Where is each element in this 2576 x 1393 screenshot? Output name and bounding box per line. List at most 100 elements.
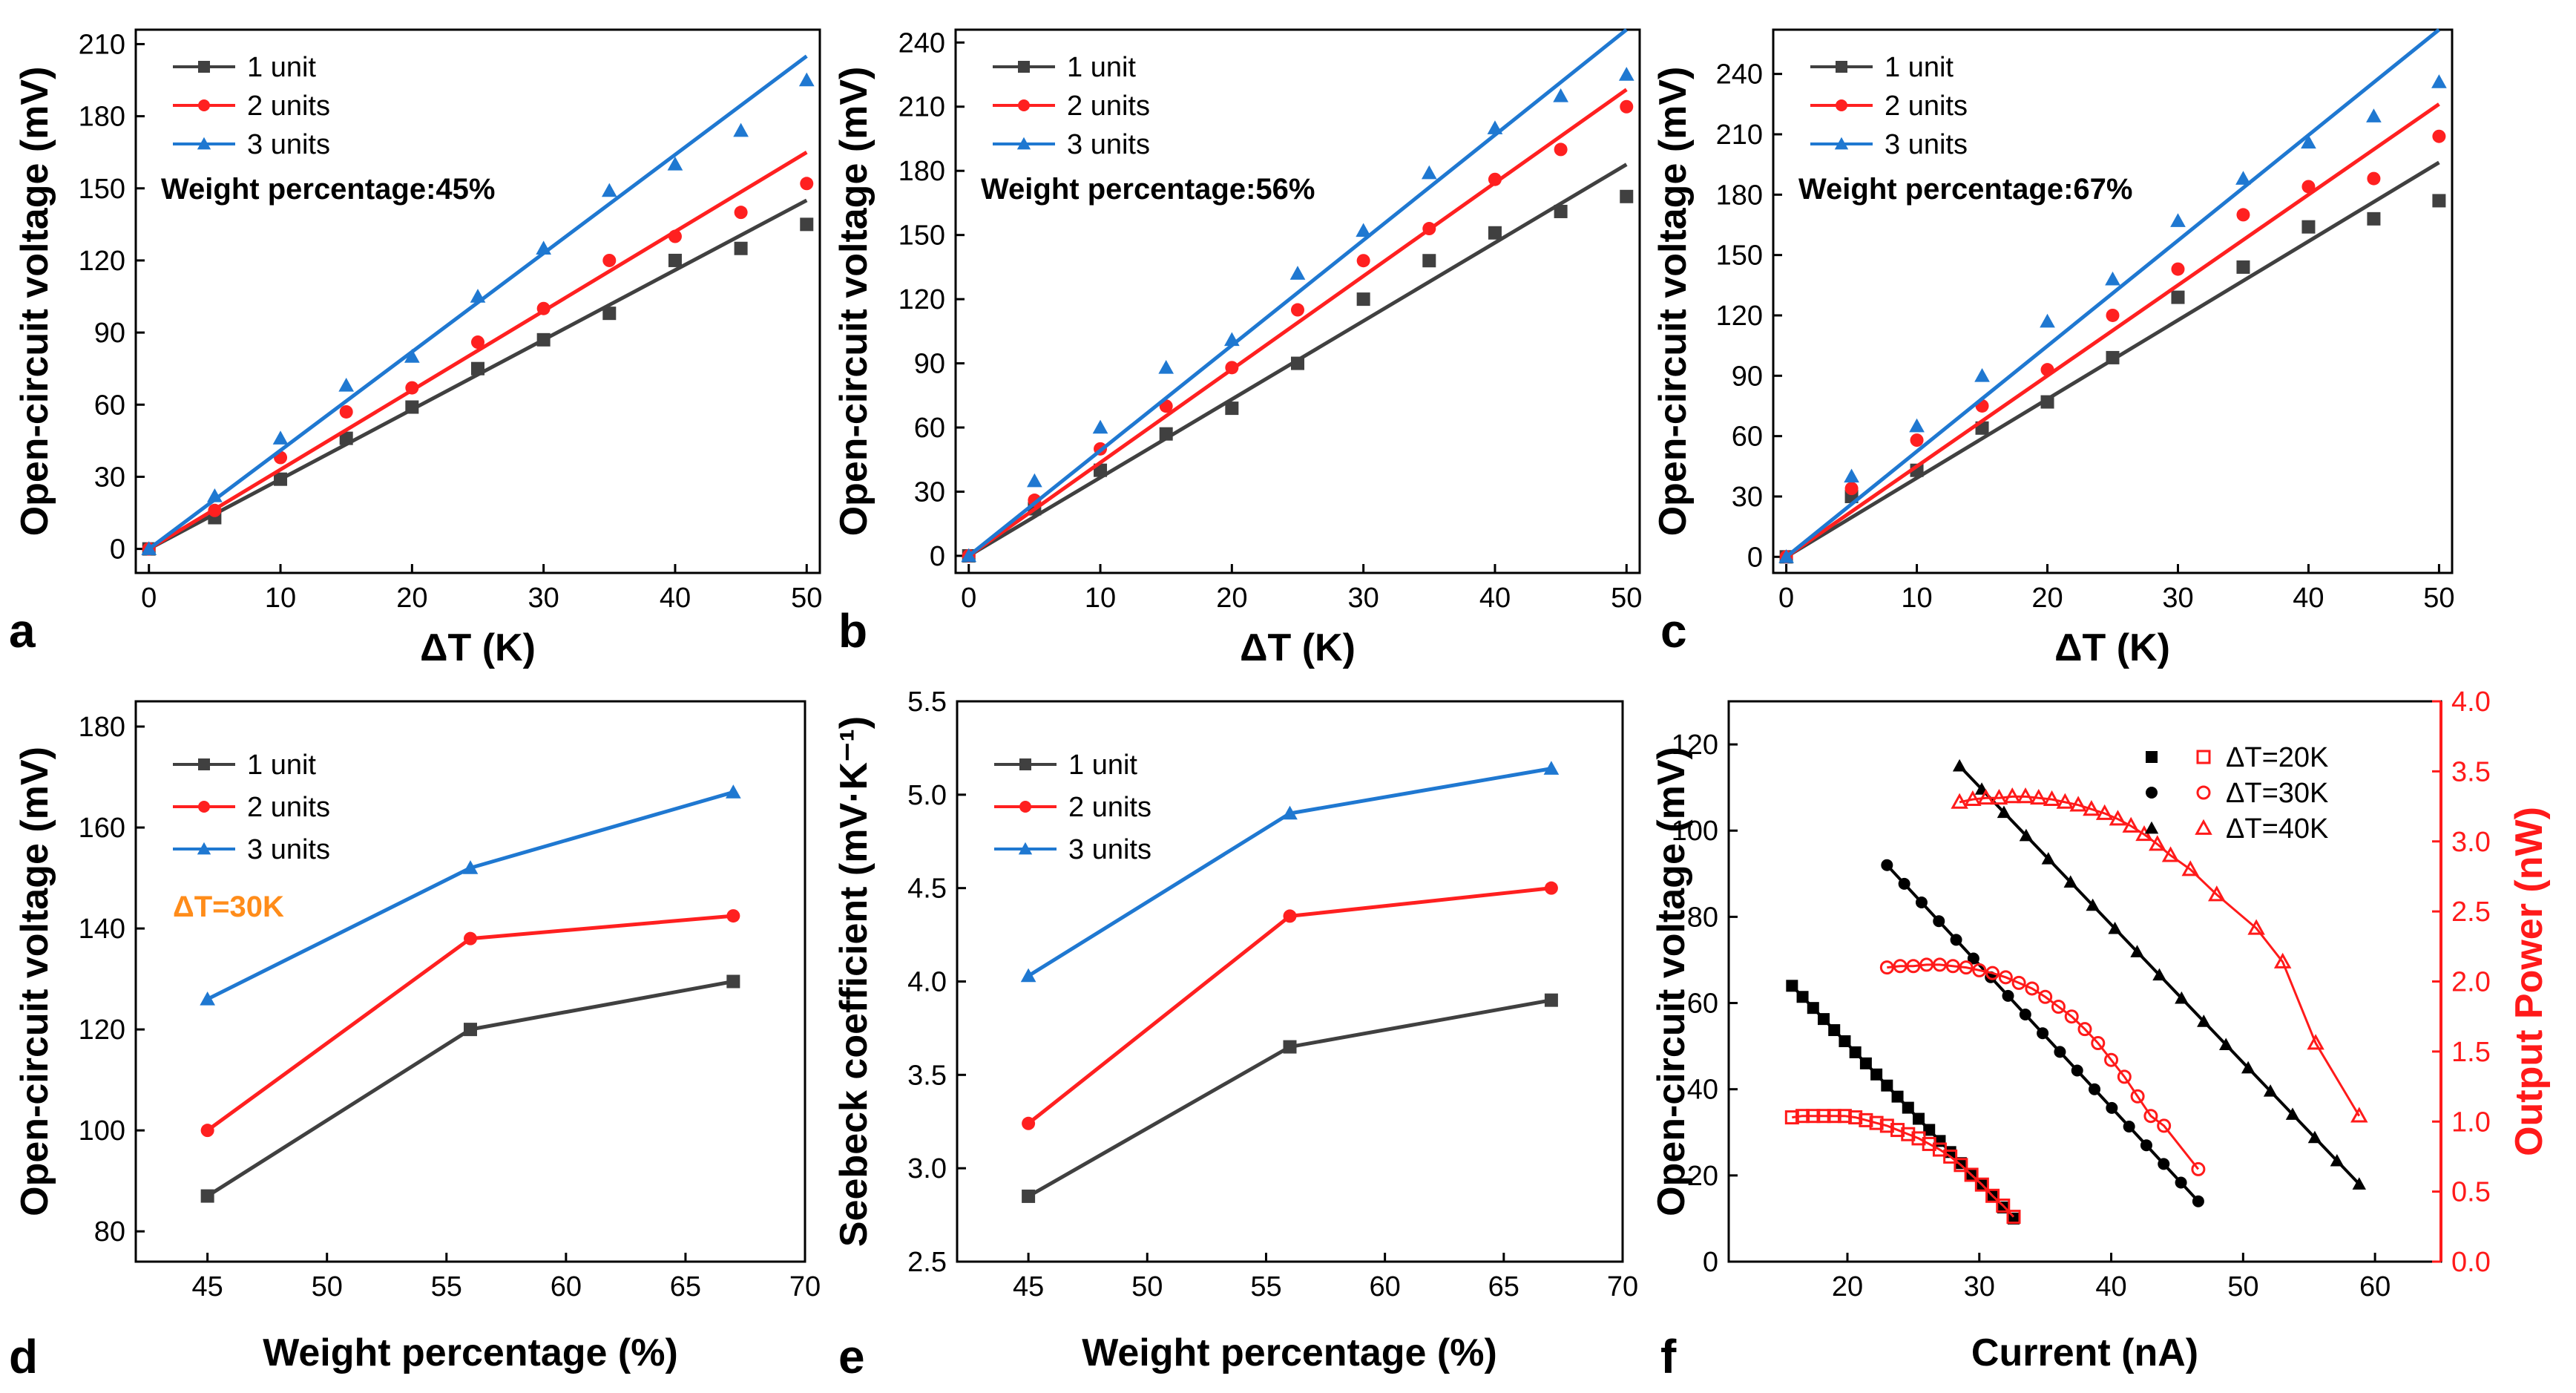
power-point (2056, 793, 2074, 809)
power-point (1954, 1158, 1968, 1173)
y-tick-label: 60 (94, 390, 125, 421)
data-point (1223, 332, 1240, 347)
panel-f: 20 30 40 50 60 0 20 40 60 80 100 120 Current (nA) Ope… (1650, 686, 2551, 1383)
data-point (339, 404, 353, 419)
data-point (2105, 271, 2120, 286)
data-point (2171, 262, 2185, 276)
voltage-point (2330, 1153, 2345, 1167)
data-point (1225, 361, 1239, 375)
power-point (2208, 885, 2226, 902)
power-point (1879, 960, 1894, 975)
x-tick-label: 65 (670, 1271, 701, 1302)
fit-line (967, 28, 1628, 557)
plot-frame (134, 28, 821, 574)
right-tick-label: 1.5 (2451, 1037, 2491, 1068)
legend-label: 3 units (1885, 129, 1968, 160)
voltage-point (2071, 1064, 2083, 1077)
legend-label: 2 units (1068, 792, 1151, 823)
data-point (1158, 359, 1174, 374)
data-point (1356, 223, 1372, 237)
panel-letter: c (1660, 604, 1687, 658)
power-point (1816, 1109, 1831, 1124)
power-point (1998, 970, 2013, 985)
power-point (2350, 1107, 2368, 1123)
fit-line (1785, 102, 2440, 559)
x-tick-label: 30 (528, 583, 559, 614)
power-point (2109, 810, 2127, 826)
legend-label: 2 units (247, 792, 330, 823)
data-point (1544, 993, 1558, 1007)
voltage-point (1786, 980, 1798, 992)
data-point (536, 301, 551, 315)
x-tick-label: 65 (1488, 1271, 1519, 1302)
power-point (1827, 1109, 1841, 1124)
weight-percentage-annotation: Weight percentage:56% (981, 173, 1315, 206)
plot-frame (1772, 28, 2454, 574)
x-tick-label: 20 (1216, 583, 1247, 614)
panel-c: 0 10 20 30 40 50 0 30 60 90 120 150 180 210 240 ΔT (K) O… (1652, 28, 2455, 669)
voltage-point (2130, 945, 2144, 957)
data-point (1554, 204, 1568, 218)
legend-marker (1018, 842, 1033, 855)
legend-label: 2 units (1067, 91, 1150, 122)
legend-marker-hollow (2195, 819, 2212, 835)
data-point (2301, 134, 2316, 149)
x-tick-label: 20 (1832, 1271, 1863, 1302)
voltage-point (1997, 805, 2011, 819)
series-line (1027, 998, 1552, 1199)
power-point (1974, 1177, 1989, 1192)
y-axis-label: Open-circuit voltage (mV) (13, 747, 56, 1216)
y-tick-label: 90 (1732, 361, 1763, 392)
data-point (602, 253, 617, 267)
series-line (1027, 886, 1552, 1125)
voltage-point (1898, 877, 1910, 890)
voltage-point (1952, 758, 1967, 772)
x-tick-label: 20 (396, 583, 427, 614)
x-tick-label: 10 (265, 583, 296, 614)
voltage-point (2041, 852, 2056, 865)
data-point (2170, 213, 2186, 227)
legend-label: 3 units (1067, 129, 1150, 160)
data-point (1422, 254, 1436, 268)
plot-frame (954, 28, 1641, 574)
right-tick-label: 0.5 (2451, 1177, 2491, 1208)
data-point (800, 177, 814, 191)
y-tick-label: 240 (1716, 59, 1763, 91)
data-point (1291, 356, 1304, 370)
voltage-point (2019, 828, 2034, 842)
power-point (1906, 959, 1921, 974)
data-point (668, 253, 682, 267)
data-point (1022, 1189, 1036, 1203)
power-line (1887, 963, 2200, 1170)
data-point (2236, 260, 2250, 274)
y-tick-label: 210 (79, 29, 125, 60)
voltage-point (2106, 1101, 2118, 1114)
legend-marker-hollow (2196, 785, 2211, 800)
data-point (405, 400, 419, 414)
voltage-point (1891, 1090, 1904, 1103)
y-tick-label: 120 (1672, 730, 1718, 761)
y-tick-label: 180 (898, 156, 945, 187)
right-tick-label: 3.5 (2451, 756, 2491, 787)
delta-t-annotation: ΔT=30K (173, 891, 284, 923)
voltage-point (2285, 1107, 2300, 1120)
x-tick-label: 40 (2095, 1271, 2126, 1302)
data-point (1356, 254, 1370, 268)
power-point (2006, 1210, 2021, 1225)
voltage-point (1881, 859, 1893, 871)
data-point (1289, 266, 1306, 280)
voltage-point (1859, 1057, 1872, 1069)
legend-marker (1836, 61, 1847, 73)
data-point (2106, 350, 2120, 364)
panel-letter: e (838, 1330, 865, 1383)
legend-marker-filled (2146, 787, 2158, 799)
data-point (800, 217, 814, 232)
data-point (1283, 1040, 1297, 1054)
data-point (2431, 74, 2447, 88)
data-point (1778, 548, 1794, 563)
voltage-point (1997, 1201, 2009, 1213)
data-point (2366, 108, 2382, 122)
y-tick-label: 30 (1732, 482, 1763, 513)
voltage-point (2175, 1176, 2187, 1189)
legend-label: 2 units (247, 91, 330, 122)
